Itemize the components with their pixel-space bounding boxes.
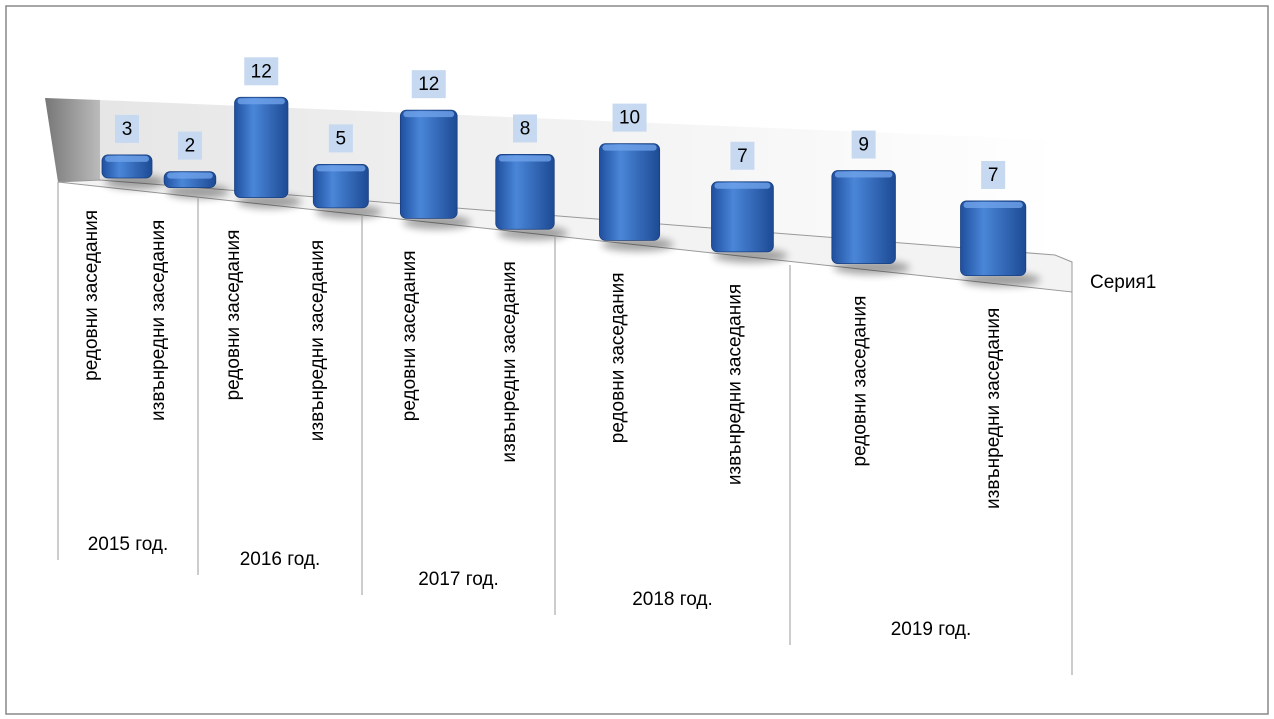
x-tick-label: извънредни заседания [148, 220, 169, 421]
x-tick-label: извънредни заседания [983, 308, 1004, 509]
bar-shadow [315, 204, 382, 219]
data-label: 3 [122, 119, 133, 140]
group-label: 2017 год. [418, 569, 499, 590]
x-tick-label: извънредни заседания [724, 284, 745, 485]
bar-top [963, 201, 1023, 208]
x-tick-label: извънредни заседания [307, 240, 328, 441]
side-wall [45, 98, 100, 182]
data-label: 5 [336, 128, 347, 149]
x-tick-label: извънредни заседания [499, 261, 520, 462]
bar-shadow [713, 248, 788, 263]
x-tick-label: редовни заседания [223, 230, 244, 401]
data-label: 12 [251, 61, 272, 82]
data-label-box [730, 141, 755, 170]
bar-shadow [105, 175, 165, 189]
x-tick-label: редовни заседания [81, 210, 102, 381]
data-label: 12 [418, 74, 439, 95]
data-label-box [851, 130, 876, 159]
x-tick-label: редовни заседания [399, 250, 420, 421]
group-label: 2019 год. [891, 619, 972, 640]
bar [234, 96, 289, 198]
bar-shadow [497, 226, 569, 241]
frame [5, 5, 1269, 715]
data-label-box [612, 103, 647, 132]
data-label: 10 [619, 108, 640, 129]
bar-shadow [237, 194, 302, 209]
data-label-box [513, 114, 537, 143]
bar-top [834, 171, 893, 178]
x-tick-label: редовни заседания [608, 272, 629, 443]
bar [312, 163, 369, 209]
bar [495, 154, 555, 230]
data-label-box [328, 124, 353, 153]
group-label: 2016 год. [240, 549, 321, 570]
bar-top [167, 172, 213, 179]
x-tick-label: редовни заседания [850, 296, 871, 467]
bar-top [403, 111, 455, 118]
bar-top [714, 182, 771, 189]
bar-top [105, 155, 149, 162]
bar-shadow [166, 184, 229, 199]
data-label-box [411, 70, 446, 99]
bar-shadow [961, 272, 1041, 287]
group-label: 2015 год. [88, 534, 169, 555]
bar-top [498, 155, 552, 162]
bar-shadow [601, 237, 674, 252]
data-label-box [177, 131, 202, 160]
data-label: 9 [858, 135, 869, 156]
bar-top [602, 144, 657, 151]
legend-entry: Серия1 [1090, 272, 1156, 293]
bar-top [237, 98, 285, 105]
data-label-box [981, 160, 1006, 189]
bar-shadow [833, 260, 910, 275]
data-label: 7 [988, 165, 999, 186]
data-label: 7 [737, 146, 748, 167]
bar [711, 181, 774, 253]
bar-top [316, 165, 366, 172]
group-label: 2018 год. [632, 589, 713, 610]
data-label-box [115, 114, 139, 143]
bar [399, 109, 458, 219]
bar [599, 143, 661, 241]
bar [831, 170, 896, 264]
bar-shadow [402, 215, 471, 230]
data-label: 8 [520, 118, 531, 139]
data-label-box [244, 57, 279, 86]
bar [960, 200, 1027, 277]
data-label: 2 [185, 136, 196, 157]
